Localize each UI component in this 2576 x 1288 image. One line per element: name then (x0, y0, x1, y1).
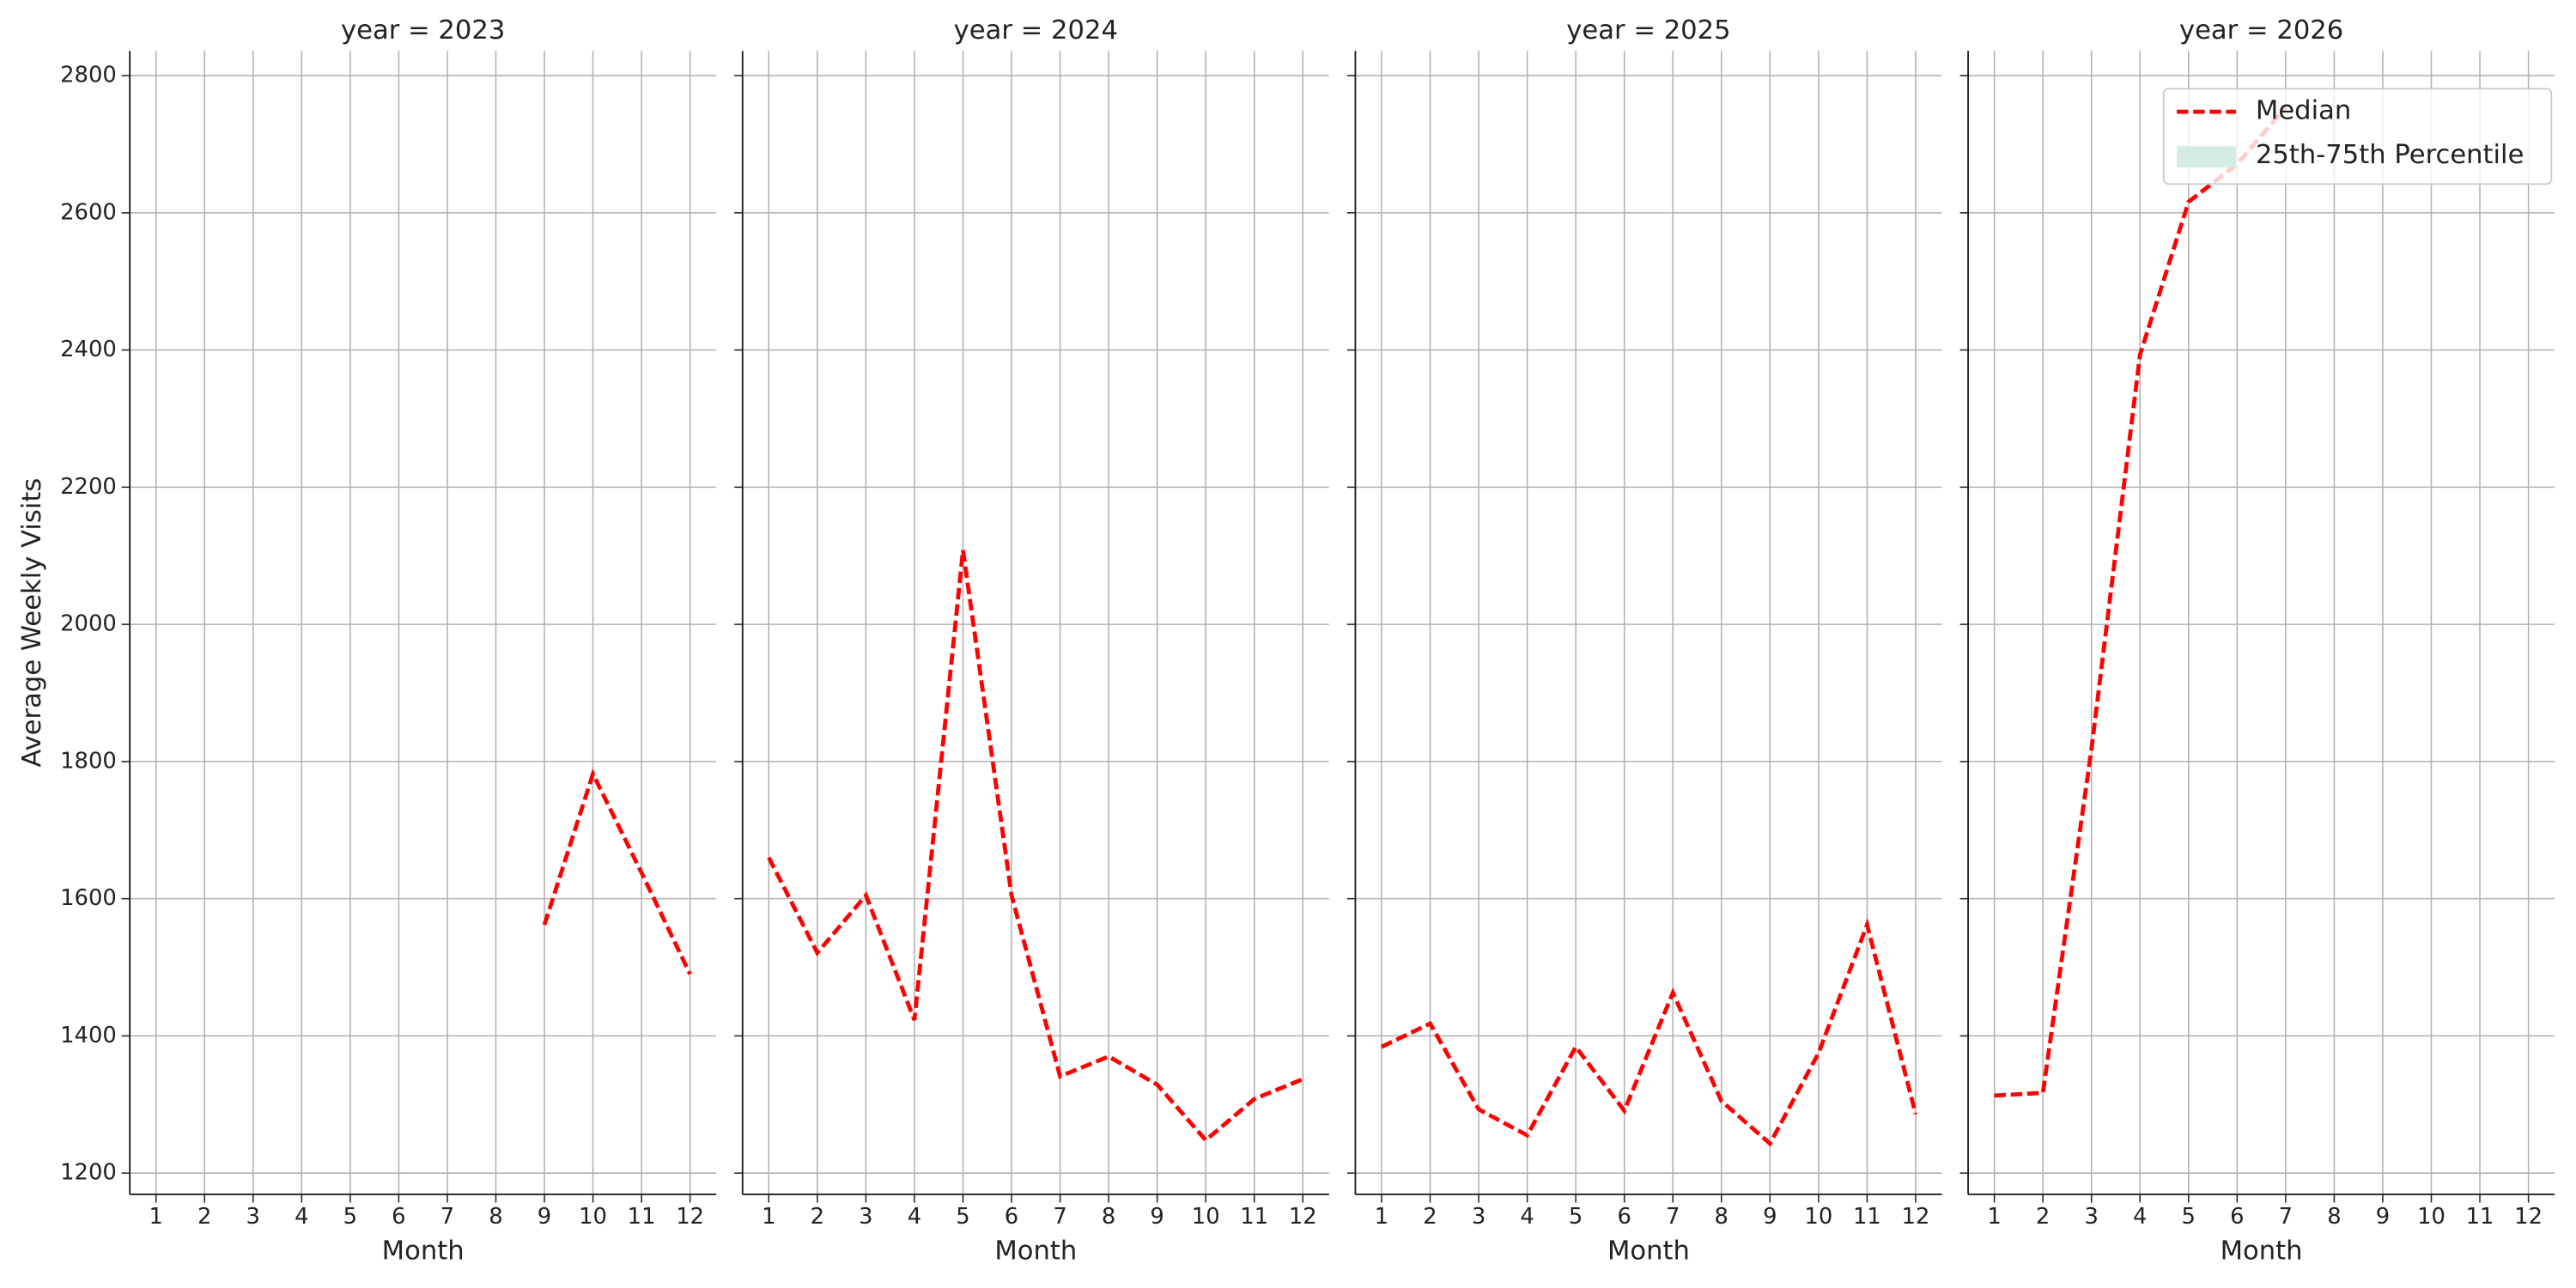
x-tick-label: 5 (956, 1204, 969, 1230)
x-tick-label: 2 (811, 1204, 824, 1230)
x-tick-label: 1 (1987, 1204, 2001, 1230)
median-line (1994, 106, 2287, 1098)
x-tick-label: 8 (489, 1204, 502, 1230)
x-tick-label: 1 (149, 1204, 162, 1230)
x-tick-label: 12 (676, 1204, 704, 1230)
x-tick-label: 10 (1804, 1204, 1832, 1230)
y-tick-label: 2600 (60, 199, 117, 225)
x-tick-label: 7 (440, 1204, 454, 1230)
median-line (1380, 918, 1918, 1147)
y-tick-label: 1400 (60, 1023, 117, 1048)
panel-title: year = 2023 (341, 15, 505, 46)
x-tick-label: 4 (908, 1204, 921, 1230)
y-tick-label: 1200 (60, 1160, 117, 1186)
x-tick-label: 1 (762, 1204, 775, 1230)
x-tick-label: 4 (1520, 1204, 1534, 1230)
legend-label: Median (2256, 96, 2351, 126)
x-tick-label: 12 (2514, 1204, 2543, 1230)
median-line (542, 768, 692, 975)
y-tick-label: 2800 (60, 63, 117, 88)
x-axis-label: Month (994, 1236, 1077, 1266)
x-tick-label: 7 (2279, 1204, 2293, 1230)
x-tick-label: 3 (859, 1204, 872, 1230)
x-tick-label: 8 (1102, 1204, 1115, 1230)
legend-label: 25th-75th Percentile (2256, 140, 2524, 170)
legend: Median 25th-75th Percentile (2162, 88, 2553, 185)
x-tick-label: 9 (2376, 1204, 2390, 1230)
x-tick-label: 5 (2182, 1204, 2196, 1230)
x-tick-label: 4 (2133, 1204, 2147, 1230)
x-tick-label: 6 (1617, 1204, 1631, 1230)
x-tick-label: 11 (1853, 1204, 1881, 1230)
x-tick-label: 1 (1375, 1204, 1388, 1230)
y-axis-label: Average Weekly Visits (17, 478, 47, 768)
median-line (767, 550, 1304, 1144)
x-tick-label: 7 (1053, 1204, 1066, 1230)
x-tick-label: 9 (538, 1204, 551, 1230)
x-tick-label: 9 (1150, 1204, 1163, 1230)
x-tick-label: 11 (628, 1204, 656, 1230)
x-tick-label: 4 (295, 1204, 308, 1230)
x-axis-label: Month (2221, 1236, 2303, 1266)
x-tick-label: 3 (246, 1204, 260, 1230)
x-tick-label: 12 (1902, 1204, 1930, 1230)
y-tick-label: 2000 (60, 611, 117, 637)
x-tick-label: 6 (1005, 1204, 1018, 1230)
x-tick-label: 2 (2036, 1204, 2050, 1230)
x-tick-label: 2 (1423, 1204, 1437, 1230)
x-axis-label: Month (1607, 1236, 1690, 1266)
x-tick-label: 7 (1666, 1204, 1680, 1230)
x-tick-label: 5 (343, 1204, 357, 1230)
y-tick-label: 1600 (60, 885, 117, 911)
x-axis-label: Month (382, 1236, 465, 1266)
x-tick-label: 3 (1472, 1204, 1485, 1230)
x-tick-label: 10 (579, 1204, 607, 1230)
panel-title: year = 2024 (954, 15, 1118, 46)
x-tick-label: 11 (1240, 1204, 1268, 1230)
x-tick-label: 8 (2327, 1204, 2341, 1230)
y-tick-label: 2400 (60, 337, 117, 362)
x-tick-label: 11 (2466, 1204, 2494, 1230)
x-tick-label: 6 (2230, 1204, 2244, 1230)
x-tick-label: 10 (1192, 1204, 1220, 1230)
x-tick-label: 8 (1715, 1204, 1728, 1230)
x-tick-label: 9 (1763, 1204, 1777, 1230)
panel-title: year = 2025 (1566, 15, 1730, 46)
x-tick-label: 12 (1289, 1204, 1317, 1230)
panel-title: year = 2026 (2179, 15, 2343, 46)
x-tick-label: 2 (197, 1204, 211, 1230)
y-tick-label: 2200 (60, 474, 117, 500)
legend-swatch (2177, 146, 2236, 168)
legend-box (2162, 88, 2553, 185)
x-tick-label: 6 (392, 1204, 405, 1230)
x-tick-label: 3 (2084, 1204, 2098, 1230)
x-tick-label: 5 (1569, 1204, 1583, 1230)
x-tick-label: 10 (2417, 1204, 2445, 1230)
y-tick-label: 1800 (60, 748, 117, 774)
